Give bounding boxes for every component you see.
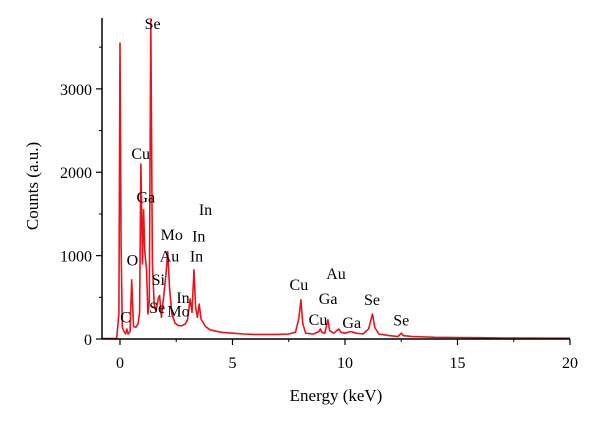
y-ticks: 0 1000 2000 3000 (60, 46, 102, 349)
axes (101, 18, 570, 340)
y-tick-label: 1000 (60, 249, 92, 266)
peak-label: Se (145, 16, 161, 33)
peak-label: Ga (319, 291, 338, 308)
y-axis-label: Counts (a.u.) (23, 142, 42, 230)
peak-label: In (190, 248, 203, 265)
peak-label: Cu (131, 146, 150, 163)
peak-label: C (120, 309, 131, 326)
peak-label: Ga (137, 189, 156, 206)
peak-label: O (127, 253, 139, 270)
peak-label: Si (152, 272, 166, 289)
x-tick-label: 0 (116, 355, 124, 372)
spectrum-line (102, 19, 570, 340)
x-axis-label: Energy (keV) (290, 386, 383, 405)
x-tick-label: 5 (229, 355, 237, 372)
x-tick-label: 10 (337, 355, 353, 372)
peak-label: Se (364, 292, 380, 309)
plot-area (102, 19, 570, 340)
peak-label: Mo (167, 303, 189, 320)
x-ticks: 0 5 10 15 20 (116, 339, 578, 372)
peak-label: Au (326, 266, 346, 283)
peak-label: Cu (290, 277, 309, 294)
peak-label: In (192, 228, 205, 245)
peak-label: Se (393, 313, 409, 330)
y-tick-label: 2000 (60, 165, 92, 182)
peak-label: In (176, 290, 189, 307)
peak-label: Ga (342, 315, 361, 332)
y-tick-label: 3000 (60, 82, 92, 99)
x-tick-label: 20 (562, 355, 578, 372)
peak-label: In (199, 202, 212, 219)
x-tick-label: 15 (450, 355, 466, 372)
peak-label: Se (149, 300, 165, 317)
peak-label: Cu (309, 312, 328, 329)
peak-label: Mo (161, 227, 183, 244)
y-tick-label: 0 (84, 332, 92, 349)
peak-label: Au (160, 248, 180, 265)
